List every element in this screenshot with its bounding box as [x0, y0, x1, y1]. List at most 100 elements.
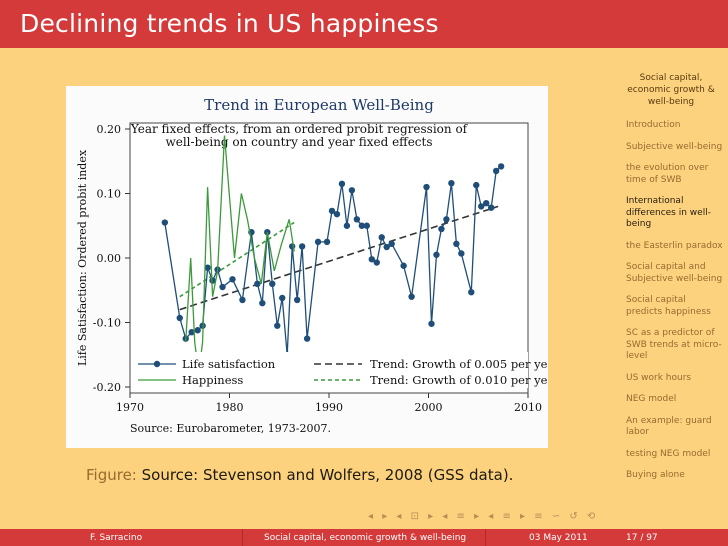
footer-author: F. Sarracino [90, 533, 143, 543]
chart-title: Trend in European Well-Being [204, 96, 434, 114]
y-tick-label: -0.20 [93, 381, 121, 394]
data-point [443, 216, 450, 223]
data-point [408, 293, 415, 300]
footer-divider [485, 529, 486, 546]
data-point [338, 180, 346, 188]
trend-line-2 [179, 221, 295, 298]
data-point [400, 262, 407, 269]
data-point [383, 243, 390, 251]
x-tick-label: 1980 [216, 401, 244, 414]
x-tick-label: 2000 [415, 401, 443, 414]
sidebar-item[interactable]: Social capital predicts happiness [626, 295, 711, 317]
sidebar-item[interactable]: NEG model [626, 394, 677, 404]
figure-caption-text: Source: Stevenson and Wolfers, 2008 (GSS… [141, 466, 514, 484]
data-point [194, 327, 201, 334]
data-point [497, 163, 505, 170]
data-point [333, 210, 341, 218]
data-point [478, 203, 485, 210]
data-point [483, 199, 490, 207]
x-tick-label: 1970 [116, 401, 144, 414]
data-point [473, 181, 480, 189]
legend-label: Trend: Growth of 0.005 per year [se=0.00… [370, 357, 548, 371]
sidebar-item[interactable]: Social capital and Subjective well-being [626, 262, 723, 284]
sidebar-item[interactable]: Subjective well-being [626, 141, 723, 152]
legend-box [136, 352, 528, 388]
data-point [438, 225, 445, 233]
title-bar: Declining trends in US happiness [0, 0, 728, 48]
data-point [288, 243, 296, 250]
data-point [229, 276, 236, 283]
data-point [363, 222, 371, 229]
data-point [323, 238, 331, 246]
data-point [453, 240, 460, 248]
footer-page: 17 / 97 [626, 533, 658, 543]
sidebar-item[interactable]: Introduction [626, 120, 681, 130]
chart-container: Trend in European Well-Being Year fixed e… [66, 86, 628, 448]
data-point [239, 296, 246, 304]
data-point [468, 288, 475, 296]
data-point [298, 243, 306, 250]
sidebar-heading[interactable]: Social capital, economic growth & well-b… [627, 73, 715, 107]
data-point [353, 216, 361, 223]
chart-subtitle: Year fixed effects, from an ordered prob… [130, 122, 469, 136]
data-point [388, 240, 395, 248]
footer-date: 03 May 2011 [529, 533, 588, 543]
sidebar-item[interactable]: Buying alone [626, 470, 685, 480]
data-point [259, 299, 266, 307]
footer-divider [242, 529, 243, 546]
data-point [373, 259, 380, 266]
legend-label: Happiness [182, 373, 243, 387]
data-point [176, 314, 183, 322]
sidebar-item[interactable]: testing NEG model [626, 448, 711, 459]
chart-subtitle: well-being on country and year fixed eff… [165, 135, 432, 149]
beamer-navigation[interactable]: ◂ ▸ ◂ ⊡ ▸ ◂ ≡ ▸ ◂ ≡ ▸ ≡ ∽ ↺ ⟲ [368, 511, 599, 522]
data-point [328, 207, 336, 215]
data-point [358, 222, 366, 229]
data-point [274, 322, 281, 329]
data-point [293, 296, 301, 304]
data-point [254, 280, 261, 287]
legend-label: Life satisfaction [182, 357, 276, 371]
data-point [458, 250, 465, 257]
data-point [487, 204, 495, 211]
sidebar-item[interactable]: the Easterlin paradox [626, 240, 723, 251]
figure-label: Figure: [86, 466, 137, 484]
legend-marker [153, 360, 161, 368]
data-point [279, 294, 286, 302]
sidebar: Social capital, economic growth & well-b… [618, 64, 724, 492]
data-point [161, 219, 169, 226]
data-point [188, 328, 195, 336]
data-point [219, 283, 226, 291]
y-tick-label: 0.10 [97, 188, 122, 201]
plot-area [129, 122, 529, 394]
data-point [492, 167, 500, 175]
y-axis-label: Life Satisfaction: Ordered probit index [76, 149, 89, 366]
sidebar-item[interactable]: SC as a predictor of SWB trends at micro… [626, 328, 722, 361]
sidebar-item[interactable]: the evolution over time of SWB [626, 163, 709, 185]
x-tick-label: 1990 [315, 401, 343, 414]
y-tick-label: 0.00 [97, 252, 122, 265]
footer-talk-title: Social capital, economic growth & well-b… [264, 533, 467, 543]
legend-label: Trend: Growth of 0.010 per year [se=0.00… [370, 373, 548, 387]
data-point [428, 320, 435, 327]
data-point [368, 256, 375, 263]
chart-svg: Trend in European Well-Being Year fixed e… [76, 96, 628, 435]
data-point [269, 280, 276, 287]
data-point [423, 183, 430, 191]
y-tick-label: 0.20 [97, 123, 122, 136]
slide-title: Declining trends in US happiness [20, 9, 439, 38]
data-point [348, 187, 356, 194]
data-point [314, 238, 322, 246]
footer-bar: F. Sarracino Social capital, economic gr… [0, 529, 728, 546]
figure-caption: Figure: Source: Stevenson and Wolfers, 2… [86, 466, 513, 484]
data-point [209, 277, 216, 284]
data-point [303, 335, 311, 342]
sidebar-item[interactable]: US work hours [626, 372, 692, 383]
y-tick-label: -0.10 [93, 317, 121, 330]
sidebar-items: Introduction Subjective well-being the evo… [618, 120, 724, 482]
sidebar-item[interactable]: An example: guard labor [626, 415, 712, 438]
trend-line-1 [179, 205, 499, 311]
chart-source: Source: Eurobarometer, 1973-2007. [130, 422, 331, 435]
sidebar-item[interactable]: International differences in well-being [626, 196, 711, 229]
data-point [204, 264, 211, 271]
